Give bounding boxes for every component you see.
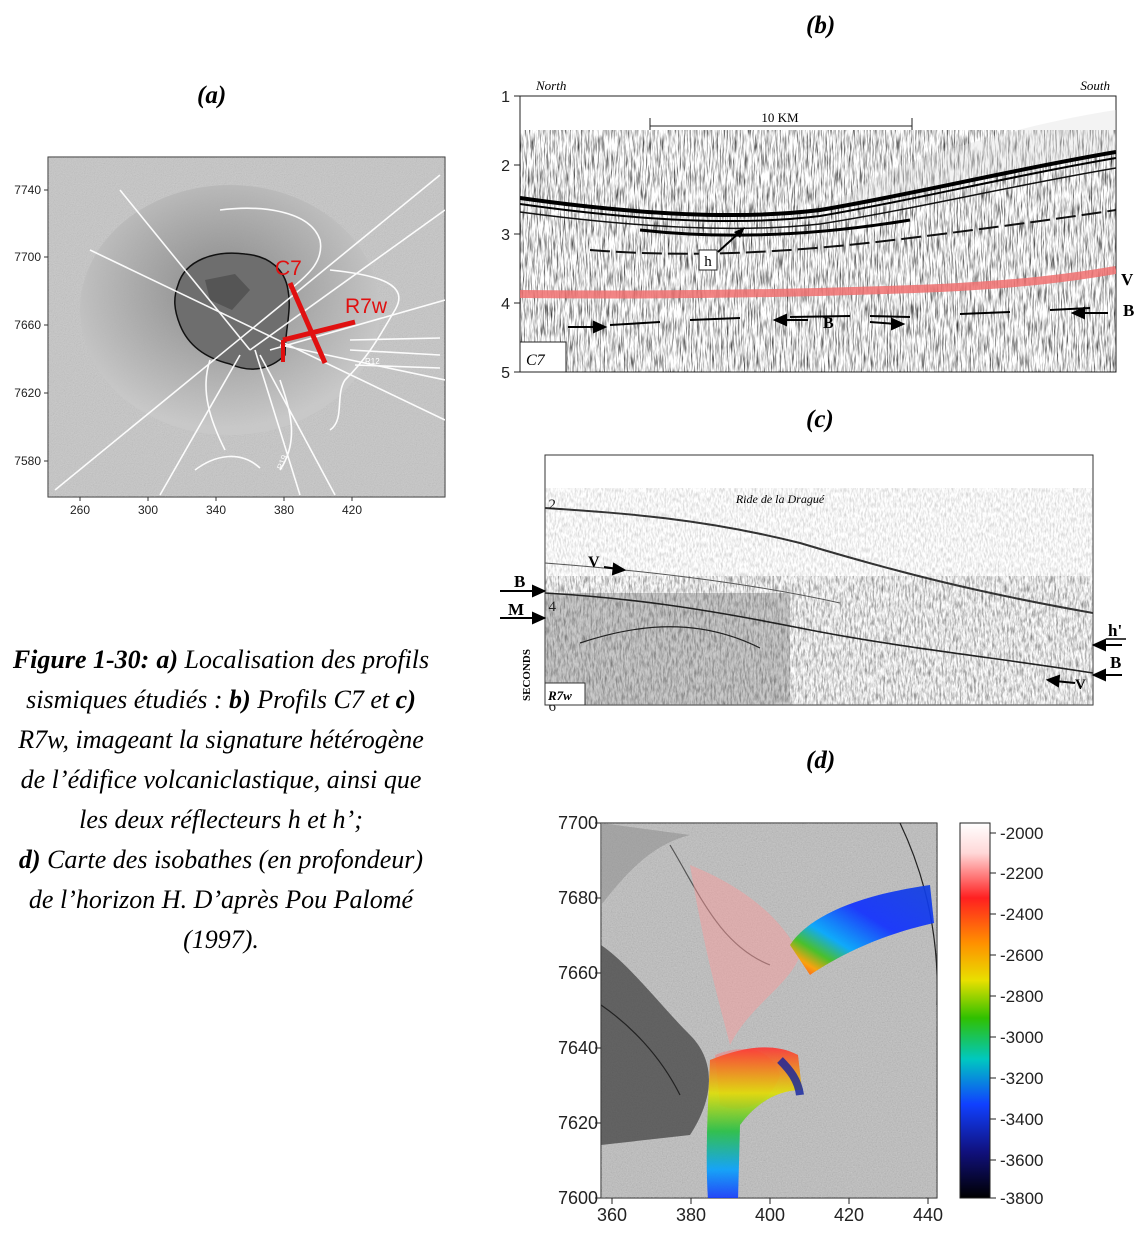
location-map: C7 R7w R12 R19 7740 7700 7660 7620 7580 … (14, 156, 446, 517)
colorbar-ticks: -2000 -2200 -2400 -2600 -2800 -3000 -320… (990, 824, 1043, 1208)
panel-label-d: (d) (806, 747, 836, 774)
x-tick: 380 (676, 1205, 706, 1225)
y-tick: 6 (549, 699, 557, 713)
x-tick: 340 (206, 503, 226, 517)
map-d-y-axis: 7700 7680 7660 7640 7620 7600 (558, 813, 601, 1208)
reflector-b-left-label: B (514, 572, 525, 591)
y-tick: 2 (501, 158, 510, 175)
reflector-h-prime-label: h' (1108, 621, 1122, 640)
y-tick: 7640 (558, 1038, 598, 1058)
colorbar-tick: -2800 (1000, 987, 1043, 1006)
y-tick: 7620 (558, 1113, 598, 1133)
x-tick: 400 (755, 1205, 785, 1225)
panel-label-b: (b) (806, 12, 836, 39)
colorbar-tick: -2200 (1000, 864, 1043, 883)
y-tick: 7740 (14, 183, 41, 197)
y-tick: 7660 (558, 963, 598, 983)
seismic-b-y-axis: 1 2 3 4 5 (501, 89, 520, 380)
y-tick: 2 (549, 497, 557, 513)
reflector-m-left-label: M (508, 600, 524, 619)
x-tick: 420 (834, 1205, 864, 1225)
profile-r7w-label: R7w (345, 295, 388, 318)
caption-text-d: Carte des isobathes (en profondeur) de l… (28, 845, 424, 954)
x-tick: 440 (913, 1205, 943, 1225)
y-tick: 7600 (558, 1188, 598, 1208)
depth-colorbar (959, 822, 991, 1199)
colorbar-tick: -3600 (1000, 1151, 1043, 1170)
colorbar-tick: -3200 (1000, 1069, 1043, 1088)
x-tick: 380 (274, 503, 294, 517)
profile-r7w-line (282, 319, 356, 343)
panel-label-a: (a) (197, 82, 227, 109)
caption-text-c: R7w, imageant la signature hétérogène de… (18, 725, 424, 834)
profile-c7-line (287, 281, 328, 365)
isobath-track-s (706, 1047, 802, 1198)
reflector-v (520, 266, 1116, 299)
scale-bar-label: 10 KM (761, 110, 799, 125)
coastline (174, 252, 290, 370)
reflector-b-label: B (823, 315, 834, 332)
y-tick: 5 (501, 365, 510, 380)
ridge-title: Ride de la Dragué (735, 492, 825, 506)
profile-tag-c7: C7 (526, 352, 546, 369)
y-axis-label: SECONDS (521, 649, 533, 701)
seismic-profile-c7: 1 2 3 4 5 North South 10 KM h B V B C7 (501, 78, 1134, 380)
reflector-h-label: h (704, 254, 712, 270)
colorbar-tick: -3400 (1000, 1110, 1043, 1129)
caption-text-a: Localisation des profils sismiques étudi… (26, 645, 430, 714)
seismic-c-y-axis: 2 4 6 (549, 497, 557, 713)
colorbar-tick: -2000 (1000, 824, 1043, 843)
reflector-b-right-label: B (1110, 653, 1121, 672)
x-tick: 260 (70, 503, 90, 517)
colorbar-tick: -3800 (1000, 1189, 1043, 1208)
y-tick: 7700 (14, 250, 41, 264)
caption-key-a: a) (156, 645, 179, 674)
y-tick: 7700 (558, 813, 598, 833)
profile-r12-label: R12 (365, 357, 380, 366)
direction-south: South (1080, 78, 1110, 93)
scale-bar (649, 118, 913, 130)
reflector-v-label: V (1121, 270, 1134, 289)
y-tick: 4 (501, 296, 510, 313)
y-tick: 7580 (14, 454, 41, 468)
map-d-x-axis: 360 380 400 420 440 (597, 1198, 943, 1225)
isobath-map: 7700 7680 7660 7640 7620 7600 360 380 40… (558, 813, 1044, 1225)
isobath-track-ne (790, 885, 934, 975)
y-tick: 4 (549, 599, 557, 615)
profile-tag-r7w: R7w (547, 688, 572, 703)
caption-figure-number: Figure 1-30: (12, 645, 150, 674)
x-tick: 300 (138, 503, 158, 517)
y-tick: 1 (501, 89, 510, 106)
reflector-b-right-label: B (1123, 301, 1134, 320)
caption-key-c: c) (395, 685, 416, 714)
colorbar-tick: -3000 (1000, 1028, 1043, 1047)
y-tick: 7660 (14, 318, 41, 332)
x-tick: 360 (597, 1205, 627, 1225)
y-tick: 7620 (14, 386, 41, 400)
seismic-profile-r7w: 2 4 6 SECONDS Ride de la Dragué V B M V … (500, 454, 1126, 713)
figure-caption: Figure 1-30: a) Localisation des profils … (5, 640, 437, 960)
panel-label-c: (c) (806, 406, 834, 433)
map-a-y-axis: 7740 7700 7660 7620 7580 (14, 183, 48, 468)
profile-c7-label: C7 (275, 257, 302, 280)
caption-text-b: Profils C7 et (250, 685, 396, 714)
reflector-v-right-label: V (1075, 677, 1086, 693)
y-tick: 7680 (558, 888, 598, 908)
colorbar-tick: -2400 (1000, 905, 1043, 924)
caption-key-d: d) (18, 845, 41, 874)
y-tick: 3 (501, 227, 510, 244)
reflector-v-top-label: V (588, 554, 600, 571)
x-tick: 420 (342, 503, 362, 517)
map-a-x-axis: 260 300 340 380 420 (70, 497, 362, 517)
caption-key-b: b) (229, 685, 251, 714)
direction-north: North (535, 78, 566, 93)
colorbar-tick: -2600 (1000, 946, 1043, 965)
